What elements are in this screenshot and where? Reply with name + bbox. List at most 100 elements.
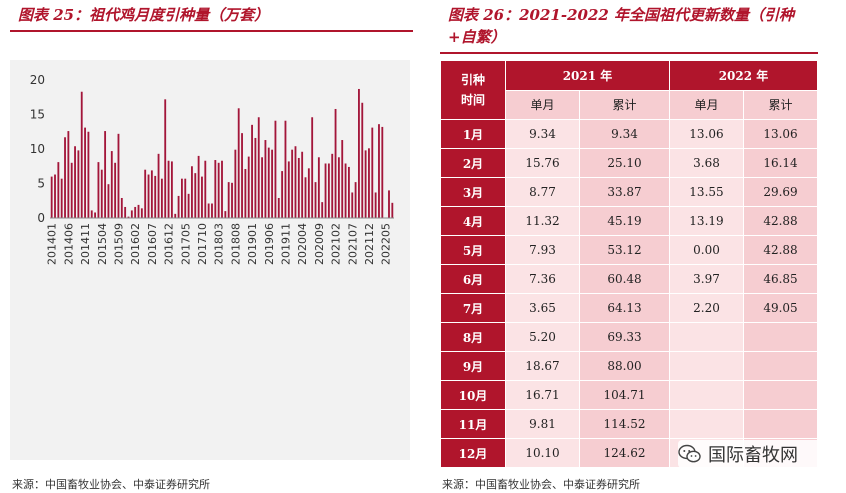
bar-201404 [60, 178, 63, 218]
bar-202105 [344, 163, 347, 218]
monthly-2022-cell: 3.68 [668, 148, 744, 178]
monthly-2021-cell: 18.67 [505, 351, 580, 381]
month-cell: 1月 [440, 119, 506, 149]
x-tick-label: 202112 [363, 223, 376, 265]
right-title-rule [440, 52, 818, 54]
x-tick-label: 202009 [313, 223, 326, 265]
bar-201807 [231, 182, 233, 218]
cumulative-2022-header: 累计 [742, 89, 819, 120]
monthly-2022-cell [668, 322, 744, 352]
month-cell: 2月 [440, 148, 506, 178]
bar-201803 [217, 162, 220, 218]
right-panel-title-line2: +自繁） [448, 28, 506, 46]
bar-201904 [261, 157, 263, 218]
chart-25-area: 0 5 10 15 20 201401 201406 201411 201504 201509 20… [10, 60, 410, 460]
monthly-2022-cell [668, 380, 744, 410]
x-tick-label: 201612 [163, 223, 176, 265]
bar-201708 [194, 173, 197, 218]
y-tick-label: 5 [37, 177, 45, 191]
bar-201402 [54, 174, 56, 218]
bar-202006 [307, 168, 310, 218]
bar-202007 [311, 117, 314, 218]
bar-201409 [77, 150, 80, 218]
bar-201701 [170, 161, 173, 218]
monthly-2022-cell: 2.20 [668, 293, 744, 323]
bar-201601 [130, 210, 133, 218]
bar-202108 [354, 182, 357, 218]
bar-202012 [327, 163, 330, 218]
bar-202102 [334, 108, 337, 218]
monthly-2021-cell: 10.10 [505, 438, 580, 468]
bar-201412 [87, 131, 90, 218]
cumulative-2021-cell: 45.19 [579, 206, 670, 236]
bar-202003 [297, 157, 300, 218]
monthly-2021-cell: 16.71 [505, 380, 580, 410]
y-tick-label: 10 [30, 142, 45, 156]
bar-201806 [227, 182, 230, 218]
x-tick-label: 201602 [129, 223, 142, 265]
bar-201603 [137, 204, 140, 218]
month-cell: 10月 [440, 380, 506, 410]
bar-201504 [100, 169, 103, 218]
bar-201410 [80, 91, 83, 218]
bar-202202 [374, 192, 377, 218]
update-table: 引种 时间 2021 年 2022 年 单月 累计 单月 累计 1月 9.34 9.… [440, 60, 819, 468]
bar-202011 [324, 163, 327, 218]
bar-202002 [294, 146, 297, 218]
bar-202201 [371, 127, 374, 218]
bar-201909 [277, 197, 280, 218]
bar-202010 [321, 202, 324, 218]
cumulative-2021-cell: 69.33 [579, 322, 670, 352]
month-cell: 3月 [440, 177, 506, 207]
cumulative-2021-header: 累计 [579, 89, 670, 120]
monthly-2021-cell: 11.32 [505, 206, 580, 236]
bar-202004 [301, 151, 304, 218]
bar-201507 [110, 151, 113, 218]
table-row: 2月 15.76 25.10 3.68 16.14 [440, 148, 819, 178]
bar-201506 [107, 184, 110, 218]
month-cell: 9月 [440, 351, 506, 381]
bar-202107 [351, 192, 354, 218]
x-tick-label: 201607 [146, 223, 159, 265]
bar-201609 [157, 153, 160, 218]
bar-201712 [207, 203, 210, 218]
month-cell: 12月 [440, 438, 506, 468]
cumulative-2022-cell: 16.14 [742, 148, 819, 178]
monthly-2021-cell: 8.77 [505, 177, 580, 207]
watermark: 国际畜牧网 [678, 440, 828, 468]
bar-201505 [104, 131, 107, 218]
bar-201407 [70, 162, 73, 218]
x-tick-label: 202102 [330, 223, 343, 265]
cumulative-2022-cell [742, 322, 819, 352]
bar-201910 [281, 171, 284, 218]
bar-201705 [184, 178, 187, 218]
bar-201902 [254, 137, 257, 218]
cumulative-2022-cell: 46.85 [742, 264, 819, 294]
monthly-2021-cell: 7.36 [505, 264, 580, 294]
monthly-2022-cell [668, 409, 744, 439]
x-tick-label: 201509 [112, 223, 125, 265]
table-row: 3月 8.77 33.87 13.55 29.69 [440, 177, 819, 207]
bar-202101 [331, 153, 334, 218]
x-tick-label: 201504 [96, 223, 109, 265]
y-tick-label: 20 [30, 73, 45, 87]
bar-201704 [181, 178, 183, 218]
table-header-row: 引种 时间 2021 年 2022 年 [440, 60, 819, 120]
bar-201512 [127, 216, 130, 218]
bar-201911 [284, 120, 287, 218]
x-tick-label: 201803 [213, 223, 226, 265]
x-tick-label: 201710 [196, 223, 209, 265]
bar-201710 [201, 176, 203, 218]
year-2021-header: 2021 年 [505, 60, 670, 91]
row-label-bottom: 时间 [460, 93, 485, 107]
bar-202106 [347, 166, 350, 218]
bar-201903 [257, 117, 260, 218]
bar-202204 [381, 126, 384, 218]
bar-201811 [244, 169, 247, 218]
y-tick-label: 15 [30, 108, 45, 122]
cumulative-2022-cell: 42.88 [742, 206, 819, 236]
cumulative-2021-cell: 88.00 [579, 351, 670, 381]
bar-201809 [237, 108, 240, 218]
x-tick-label: 201901 [246, 223, 259, 265]
y-tick-label: 0 [37, 211, 45, 225]
